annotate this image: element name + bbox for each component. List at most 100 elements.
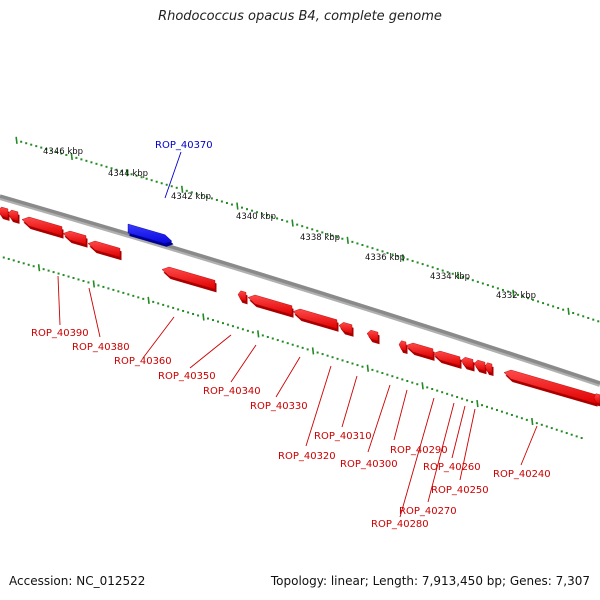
- outer-ruler-major-tick: [346, 236, 349, 244]
- outer-ruler-minor-tick: [406, 258, 409, 261]
- leader-line: [57, 275, 61, 326]
- outer-ruler-minor-tick: [321, 231, 324, 234]
- outer-ruler-minor-tick: [195, 192, 198, 195]
- inner-ruler-minor-tick: [550, 427, 553, 430]
- ruler-label: 4346 kbp: [43, 147, 83, 157]
- outer-ruler-major-tick: [512, 289, 515, 297]
- outer-ruler-minor-tick: [491, 285, 494, 288]
- inner-ruler-minor-tick: [82, 279, 85, 282]
- reverse-gene-arrow: [503, 369, 598, 407]
- outer-ruler-minor-tick: [572, 311, 575, 314]
- outer-ruler-minor-tick: [20, 140, 23, 143]
- inner-ruler-major-tick: [531, 417, 534, 426]
- inner-ruler-major-tick: [202, 313, 205, 321]
- leader-line: [189, 334, 232, 369]
- outer-ruler-minor-tick: [240, 206, 243, 209]
- forward-gene-label: ROP_40370: [155, 140, 213, 151]
- outer-ruler-minor-tick: [276, 217, 279, 220]
- leader-line: [341, 375, 358, 428]
- outer-ruler-minor-tick: [506, 290, 509, 293]
- outer-ruler-minor-tick: [281, 218, 284, 221]
- outer-ruler-major-tick: [125, 169, 129, 177]
- inner-ruler-minor-tick: [316, 351, 319, 354]
- inner-ruler-major-tick: [257, 330, 260, 338]
- outer-ruler-minor-tick: [501, 288, 504, 291]
- outer-ruler-minor-tick: [421, 263, 424, 266]
- inner-ruler-minor-tick: [426, 386, 429, 389]
- inner-ruler-minor-tick: [261, 334, 264, 337]
- inner-ruler-minor-tick: [361, 365, 364, 368]
- inner-ruler-minor-tick: [386, 373, 389, 376]
- inner-ruler-minor-tick: [87, 281, 90, 284]
- reverse-gene-arrow: [460, 356, 475, 372]
- outer-ruler-major-tick: [236, 202, 239, 210]
- outer-ruler-minor-tick: [140, 176, 143, 179]
- outer-ruler-minor-tick: [587, 316, 590, 319]
- inner-ruler-minor-tick: [575, 435, 578, 438]
- outer-ruler-minor-tick: [251, 209, 254, 212]
- reverse-gene-arrow: [338, 322, 354, 337]
- inner-ruler-minor-tick: [152, 300, 155, 303]
- outer-ruler-minor-tick: [296, 223, 299, 226]
- ruler-label: 4338 kbp: [300, 233, 340, 243]
- gene-labels: 4346 kbp 4344 kbp 4342 kbp 4340 kbp 4338 kbp…: [31, 140, 551, 530]
- reverse-gene-label: ROP_40250: [431, 485, 489, 496]
- outer-ruler-minor-tick: [115, 168, 118, 171]
- outer-ruler-minor-tick: [256, 211, 259, 214]
- inner-ruler-minor-tick: [281, 340, 284, 343]
- reverse-gene-arrow: [484, 362, 494, 377]
- ruler-label: 4332 kbp: [496, 291, 536, 301]
- reverse-gene-label: ROP_40350: [158, 371, 216, 382]
- outer-ruler-minor-tick: [75, 156, 78, 159]
- inner-ruler: [2, 256, 583, 440]
- reverse-gene-arrow: [161, 266, 217, 293]
- reverse-gene-label: ROP_40330: [250, 401, 308, 412]
- outer-ruler-minor-tick: [155, 180, 158, 183]
- outer-ruler-minor-tick: [95, 162, 98, 165]
- leader-line: [459, 408, 476, 481]
- inner-ruler-minor-tick: [326, 354, 329, 357]
- leader-line: [367, 384, 391, 453]
- inner-ruler-minor-tick: [520, 417, 523, 420]
- outer-ruler-minor-tick: [225, 202, 228, 205]
- inner-ruler-minor-tick: [471, 400, 474, 403]
- inner-ruler-minor-tick: [495, 409, 498, 412]
- reverse-gene-arrow-body: [432, 350, 461, 367]
- inner-ruler-minor-tick: [570, 433, 573, 436]
- inner-ruler-minor-tick: [481, 404, 484, 407]
- reverse-gene-arrow-body: [0, 206, 9, 219]
- inner-ruler-minor-tick: [346, 360, 349, 363]
- inner-ruler-minor-tick: [2, 256, 5, 259]
- inner-ruler-minor-tick: [411, 381, 414, 384]
- inner-ruler-minor-tick: [57, 272, 60, 275]
- inner-ruler-minor-tick: [560, 430, 563, 433]
- inner-ruler-minor-tick: [341, 359, 344, 362]
- leader-line: [305, 365, 332, 447]
- outer-ruler-minor-tick: [386, 251, 389, 254]
- outer-ruler-minor-tick: [190, 191, 193, 194]
- reverse-gene-arrow-body: [247, 294, 293, 316]
- inner-ruler-major-tick: [311, 347, 315, 355]
- inner-ruler-minor-tick: [22, 262, 25, 265]
- outer-ruler-minor-tick: [341, 237, 344, 240]
- outer-ruler-minor-tick: [411, 259, 414, 262]
- outer-ruler-minor-tick: [271, 215, 274, 218]
- outer-ruler-minor-tick: [100, 164, 103, 167]
- inner-ruler-minor-tick: [12, 259, 15, 262]
- inner-ruler-minor-tick: [77, 278, 80, 281]
- reverse-gene-label: ROP_40240: [493, 469, 551, 480]
- inner-ruler-minor-tick: [456, 396, 459, 399]
- outer-ruler-minor-tick: [391, 253, 394, 256]
- outer-ruler-minor-tick: [496, 287, 499, 290]
- outer-ruler-minor-tick: [366, 245, 369, 248]
- outer-ruler-minor-tick: [376, 248, 379, 251]
- outer-ruler-minor-tick: [326, 233, 329, 236]
- inner-ruler-minor-tick: [391, 375, 394, 378]
- outer-ruler-major-tick: [567, 307, 570, 315]
- inner-ruler-minor-tick: [485, 405, 488, 408]
- inner-ruler-minor-tick: [545, 425, 548, 428]
- inner-ruler-minor-tick: [356, 364, 359, 367]
- outer-ruler-minor-tick: [381, 250, 384, 253]
- inner-ruler-minor-tick: [187, 311, 190, 314]
- ruler-label: 4334 kbp: [430, 272, 470, 282]
